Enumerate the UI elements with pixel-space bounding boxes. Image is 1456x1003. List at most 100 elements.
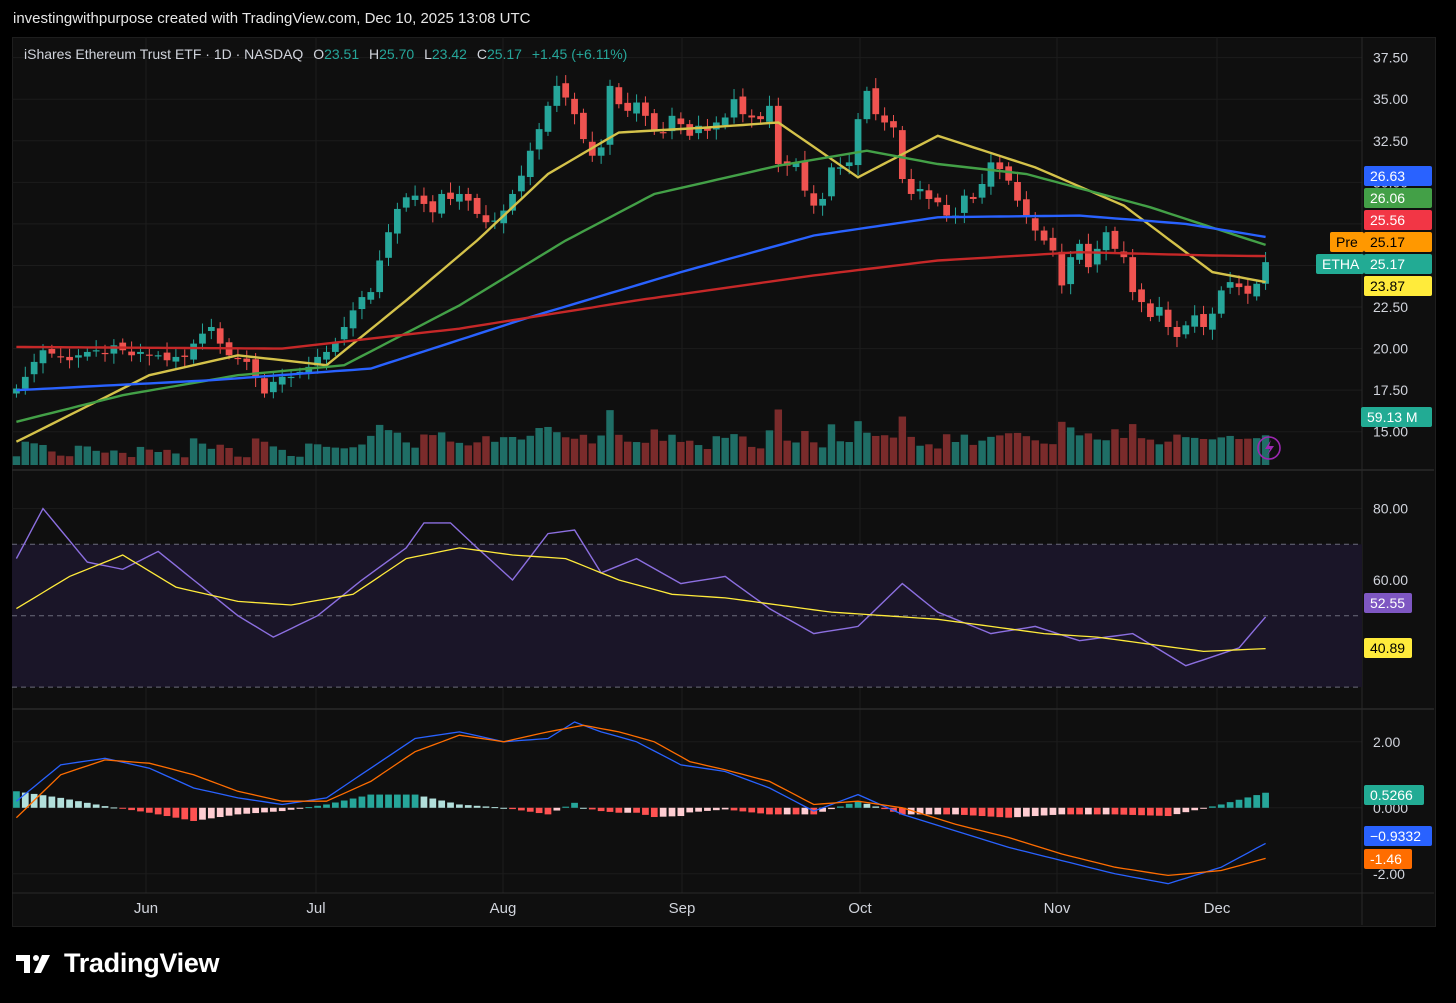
macd-histogram-bar <box>207 807 215 819</box>
tradingview-logo[interactable]: TradingView <box>16 948 220 979</box>
price-chart[interactable]: 37.5035.0032.5030.0027.5025.0022.5020.00… <box>12 37 1434 925</box>
volume-bar <box>508 437 517 465</box>
candle-body <box>199 333 206 344</box>
volume-bar <box>668 434 676 465</box>
candle-body <box>633 102 640 114</box>
macd-histogram-bar <box>677 807 685 817</box>
volume-bar <box>358 444 366 465</box>
volume-bar <box>1182 437 1190 465</box>
candle-body <box>1093 248 1101 265</box>
candle-body <box>686 124 694 136</box>
candle-body <box>996 162 1004 170</box>
replay-icon[interactable] <box>1257 436 1281 460</box>
volume-badge: 59.13 M <box>1367 409 1418 425</box>
candle-body <box>907 179 915 194</box>
volume-bar <box>739 436 747 465</box>
moving-average-line <box>16 214 1266 392</box>
macd-histogram-bar <box>1129 807 1137 815</box>
volume-bar <box>1199 438 1208 465</box>
macd-histogram-bar <box>881 807 888 810</box>
price-badge-sma-green-bg <box>1364 188 1432 208</box>
price-tick-label: 20.00 <box>1373 341 1408 357</box>
volume-bar <box>411 447 419 465</box>
macd-histogram-bar <box>934 807 942 815</box>
macd-histogram-bar <box>580 807 587 809</box>
macd-histogram-bar <box>704 807 711 811</box>
volume-bar <box>1235 439 1243 465</box>
macd-histogram-bar <box>145 807 153 813</box>
pre-market-price: 25.17 <box>1370 234 1405 250</box>
volume-bar <box>269 446 278 465</box>
candle-body <box>128 351 135 356</box>
macd-histogram-bar <box>269 807 277 812</box>
candle-body <box>1244 285 1252 294</box>
volume-bar <box>1049 444 1057 465</box>
volume-bar <box>145 449 154 465</box>
volume-bar <box>774 409 783 465</box>
candle-body <box>402 197 410 208</box>
macd-histogram-bar <box>872 806 880 808</box>
volume-bar <box>898 416 907 465</box>
candle-body <box>969 196 977 199</box>
macd-histogram-bar <box>1067 807 1075 815</box>
tradingview-logo-icon <box>16 954 50 973</box>
candle-body <box>792 162 800 168</box>
candle-body <box>836 167 844 169</box>
volume-bar <box>83 446 92 465</box>
candle-body <box>1217 290 1225 314</box>
price-badge-sma-yellow: 23.87 <box>1370 278 1405 294</box>
macd-histogram-bar <box>792 807 800 815</box>
candle-body <box>358 297 366 310</box>
candle-body <box>1147 303 1154 318</box>
volume-bar <box>1022 436 1031 465</box>
volume-bar <box>606 410 614 465</box>
candle-body <box>544 105 552 132</box>
macd-histogram-bar <box>509 807 516 810</box>
volume-bar <box>1013 432 1022 465</box>
macd-histogram-bar <box>588 807 596 810</box>
candle-body <box>101 352 109 355</box>
macd-histogram-bar <box>323 804 330 808</box>
candle-body <box>872 88 880 115</box>
candle-body <box>429 201 437 213</box>
volume-bar <box>92 450 100 465</box>
macd-histogram-bar <box>1217 804 1225 808</box>
macd-histogram-bar <box>411 794 419 808</box>
price-tick-label: 22.50 <box>1373 299 1408 315</box>
volume-bar <box>331 447 340 465</box>
volume-bar <box>198 443 207 465</box>
macd-histogram-bar <box>695 807 702 812</box>
volume-bar <box>836 441 845 465</box>
macd-tick-label: 2.00 <box>1373 734 1400 750</box>
volume-bar <box>579 434 588 465</box>
volume-bar <box>969 444 977 465</box>
volume-bar <box>792 442 800 465</box>
candle-body <box>1155 307 1163 316</box>
macd-histogram-bar <box>535 807 543 814</box>
volume-bar <box>313 444 322 465</box>
volume-bar <box>854 421 862 465</box>
moving-average-line <box>16 149 1266 423</box>
volume-bar <box>340 448 348 465</box>
candle-body <box>518 175 525 192</box>
volume-bar <box>473 442 481 465</box>
candle-body <box>615 87 623 105</box>
candle-body <box>890 121 897 128</box>
volume-bar <box>650 429 659 465</box>
candle-body <box>145 354 153 356</box>
candle-body <box>447 192 454 199</box>
volume-bar <box>827 424 836 465</box>
volume-bar <box>1075 435 1084 465</box>
volume-bar <box>437 432 446 465</box>
candle-body <box>39 350 47 364</box>
macd-histogram-bar <box>48 796 56 808</box>
candle-body <box>234 357 242 360</box>
candle-body <box>190 343 197 360</box>
macd-histogram-bar <box>562 806 570 808</box>
macd-histogram-bar <box>394 794 401 808</box>
macd-histogram-bar <box>305 807 313 809</box>
volume-bar <box>845 442 853 465</box>
volume-bar <box>65 456 74 465</box>
candle-body <box>553 85 561 106</box>
volume-bar <box>491 441 499 465</box>
